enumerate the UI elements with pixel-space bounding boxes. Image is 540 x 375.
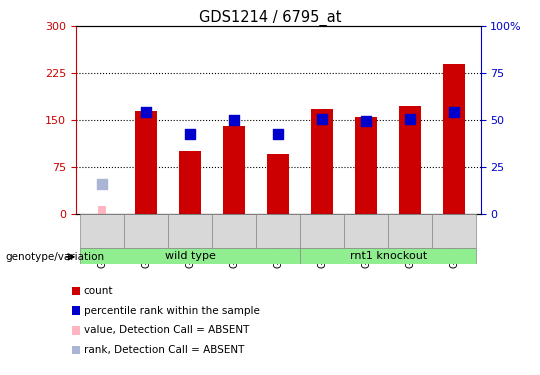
- Bar: [98, 206, 106, 214]
- Point: [230, 117, 238, 123]
- Point: [362, 118, 370, 124]
- Bar: [179, 151, 201, 214]
- Text: percentile rank within the sample: percentile rank within the sample: [84, 306, 260, 315]
- Point: [186, 131, 194, 137]
- Bar: [267, 154, 289, 214]
- Point: [141, 109, 150, 115]
- Bar: [72, 306, 80, 315]
- Bar: [80, 248, 300, 264]
- Bar: [223, 126, 245, 214]
- Point: [406, 116, 415, 122]
- Text: genotype/variation: genotype/variation: [5, 252, 105, 262]
- Bar: [135, 111, 157, 214]
- Bar: [355, 117, 377, 214]
- Point: [450, 109, 458, 115]
- Bar: [72, 326, 80, 334]
- Point: [318, 116, 327, 122]
- Text: rnt1 knockout: rnt1 knockout: [349, 251, 427, 261]
- Point: [274, 131, 282, 137]
- Bar: [124, 214, 168, 248]
- Bar: [256, 214, 300, 248]
- Text: value, Detection Call = ABSENT: value, Detection Call = ABSENT: [84, 326, 249, 335]
- Bar: [344, 214, 388, 248]
- Bar: [72, 286, 80, 295]
- Bar: [300, 214, 344, 248]
- Bar: [168, 214, 212, 248]
- Bar: [399, 106, 421, 214]
- Bar: [212, 214, 256, 248]
- Bar: [311, 109, 333, 214]
- Text: wild type: wild type: [165, 251, 215, 261]
- Bar: [300, 248, 476, 264]
- Bar: [432, 214, 476, 248]
- Text: rank, Detection Call = ABSENT: rank, Detection Call = ABSENT: [84, 345, 244, 355]
- Text: count: count: [84, 286, 113, 296]
- Bar: [443, 64, 465, 214]
- Bar: [388, 214, 432, 248]
- Bar: [72, 346, 80, 354]
- Bar: [80, 214, 124, 248]
- Point: [98, 181, 106, 187]
- Text: GDS1214 / 6795_at: GDS1214 / 6795_at: [199, 9, 341, 26]
